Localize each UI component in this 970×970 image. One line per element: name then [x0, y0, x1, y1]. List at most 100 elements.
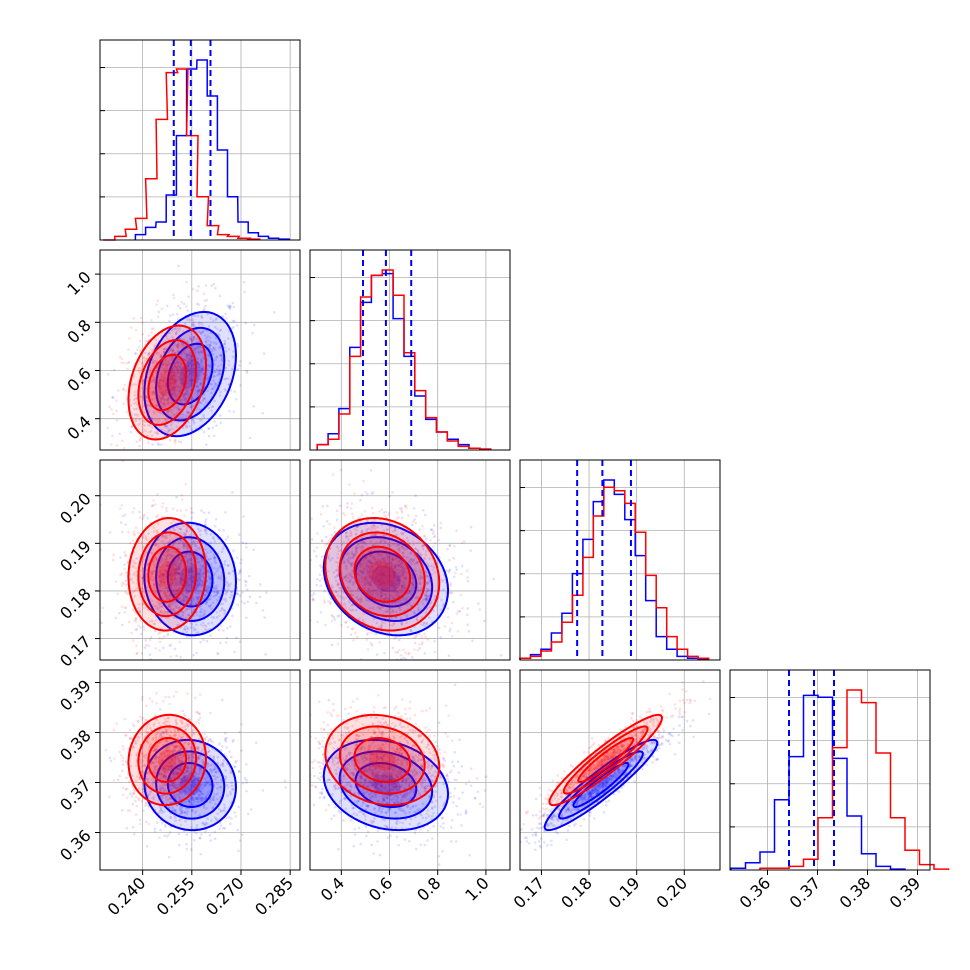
red-sample-point	[186, 552, 189, 556]
red-sample-point	[373, 524, 377, 528]
red-sample-point	[208, 336, 212, 339]
red-sample-point	[420, 600, 424, 604]
blue-sample-point	[193, 348, 196, 352]
blue-sample-point	[161, 379, 165, 383]
blue-sample-point	[174, 568, 178, 571]
red-sample-point	[164, 536, 167, 539]
red-sample-point	[169, 554, 173, 558]
blue-sample-point	[175, 583, 179, 587]
blue-sample-point	[109, 759, 113, 763]
blue-sample-point	[205, 336, 208, 340]
blue-sample-point	[192, 653, 195, 657]
blue-sample-point	[212, 567, 216, 570]
red-sample-point	[374, 560, 378, 564]
blue-sample-point	[215, 792, 219, 796]
blue-sample-point	[350, 576, 354, 579]
blue-sample-point	[153, 622, 157, 626]
blue-sample-point	[447, 654, 451, 657]
blue-sample-point	[171, 806, 175, 810]
blue-sample-point	[198, 583, 201, 586]
red-sample-point	[155, 530, 158, 533]
blue-sample-point	[205, 587, 209, 591]
blue-sample-point	[336, 561, 340, 564]
blue-sample-point	[199, 574, 203, 578]
blue-sample-point	[397, 579, 400, 582]
red-sample-point	[425, 574, 429, 578]
blue-sample-point	[191, 796, 195, 800]
blue-sample-point	[173, 593, 177, 596]
blue-sample-point	[184, 584, 188, 588]
blue-sample-point	[409, 558, 412, 561]
blue-sample-point	[166, 739, 169, 743]
blue-sample-point	[167, 602, 171, 606]
blue-sample-point	[224, 366, 228, 370]
red-sample-point	[151, 560, 155, 563]
red-sample-point	[160, 398, 164, 401]
blue-sample-point	[394, 564, 397, 568]
blue-sample-point	[179, 562, 182, 566]
red-sample-point	[180, 498, 184, 502]
red-sample-point	[349, 534, 352, 538]
red-sample-point	[179, 581, 182, 584]
blue-sample-point	[363, 577, 366, 581]
blue-sample-point	[204, 795, 208, 799]
red-sample-point	[362, 612, 366, 615]
blue-sample-point	[354, 552, 357, 556]
blue-sample-point	[349, 562, 353, 565]
red-sample-point	[320, 577, 324, 581]
blue-sample-point	[181, 541, 185, 544]
blue-sample-point	[191, 569, 195, 573]
red-sample-point	[347, 607, 351, 610]
red-sample-point	[161, 376, 165, 380]
red-sample-point	[138, 516, 142, 519]
blue-sample-point	[400, 509, 404, 513]
red-sample-point	[152, 392, 156, 396]
blue-sample-point	[200, 351, 204, 355]
red-sample-point	[396, 599, 400, 603]
blue-sample-point	[173, 528, 176, 532]
red-sample-point	[163, 403, 167, 407]
blue-sample-point	[193, 367, 196, 371]
blue-sample-point	[408, 560, 411, 564]
blue-sample-point	[199, 578, 203, 582]
red-sample-point	[177, 566, 181, 570]
blue-sample-point	[151, 504, 154, 507]
blue-sample-point	[369, 469, 373, 472]
blue-sample-point	[415, 633, 418, 637]
blue-sample-point	[210, 819, 213, 822]
red-sample-point	[112, 412, 115, 416]
blue-sample-point	[224, 511, 227, 514]
blue-sample-point	[171, 781, 175, 785]
blue-sample-point	[344, 564, 348, 567]
blue-sample-point	[177, 623, 181, 626]
red-sample-point	[131, 457, 134, 460]
red-sample-point	[381, 621, 384, 625]
blue-sample-point	[205, 766, 209, 769]
red-sample-point	[395, 533, 399, 537]
blue-sample-point	[352, 553, 355, 556]
red-sample-point	[185, 426, 189, 430]
red-sample-point	[396, 600, 400, 604]
red-sample-point	[449, 583, 453, 587]
blue-sample-point	[130, 425, 134, 429]
blue-sample-point	[171, 757, 174, 761]
blue-sample-point	[199, 566, 203, 570]
blue-sample-point	[172, 775, 176, 779]
red-sample-point	[360, 657, 363, 660]
red-sample-point	[133, 619, 137, 622]
blue-sample-point	[442, 588, 445, 591]
blue-sample-point	[381, 568, 384, 572]
red-sample-point	[169, 455, 172, 458]
blue-sample-point	[189, 796, 193, 800]
red-sample-point	[175, 360, 179, 364]
red-contour-line	[127, 324, 208, 441]
red-sample-point	[186, 364, 190, 368]
blue-sample-point	[244, 321, 248, 325]
red-sample-point	[377, 580, 381, 584]
blue-sample-point	[236, 828, 240, 832]
blue-sample-point	[213, 420, 216, 423]
blue-sample-point	[152, 761, 155, 765]
red-sample-point	[432, 530, 435, 533]
blue-sample-point	[413, 612, 416, 615]
red-sample-point	[367, 631, 370, 635]
